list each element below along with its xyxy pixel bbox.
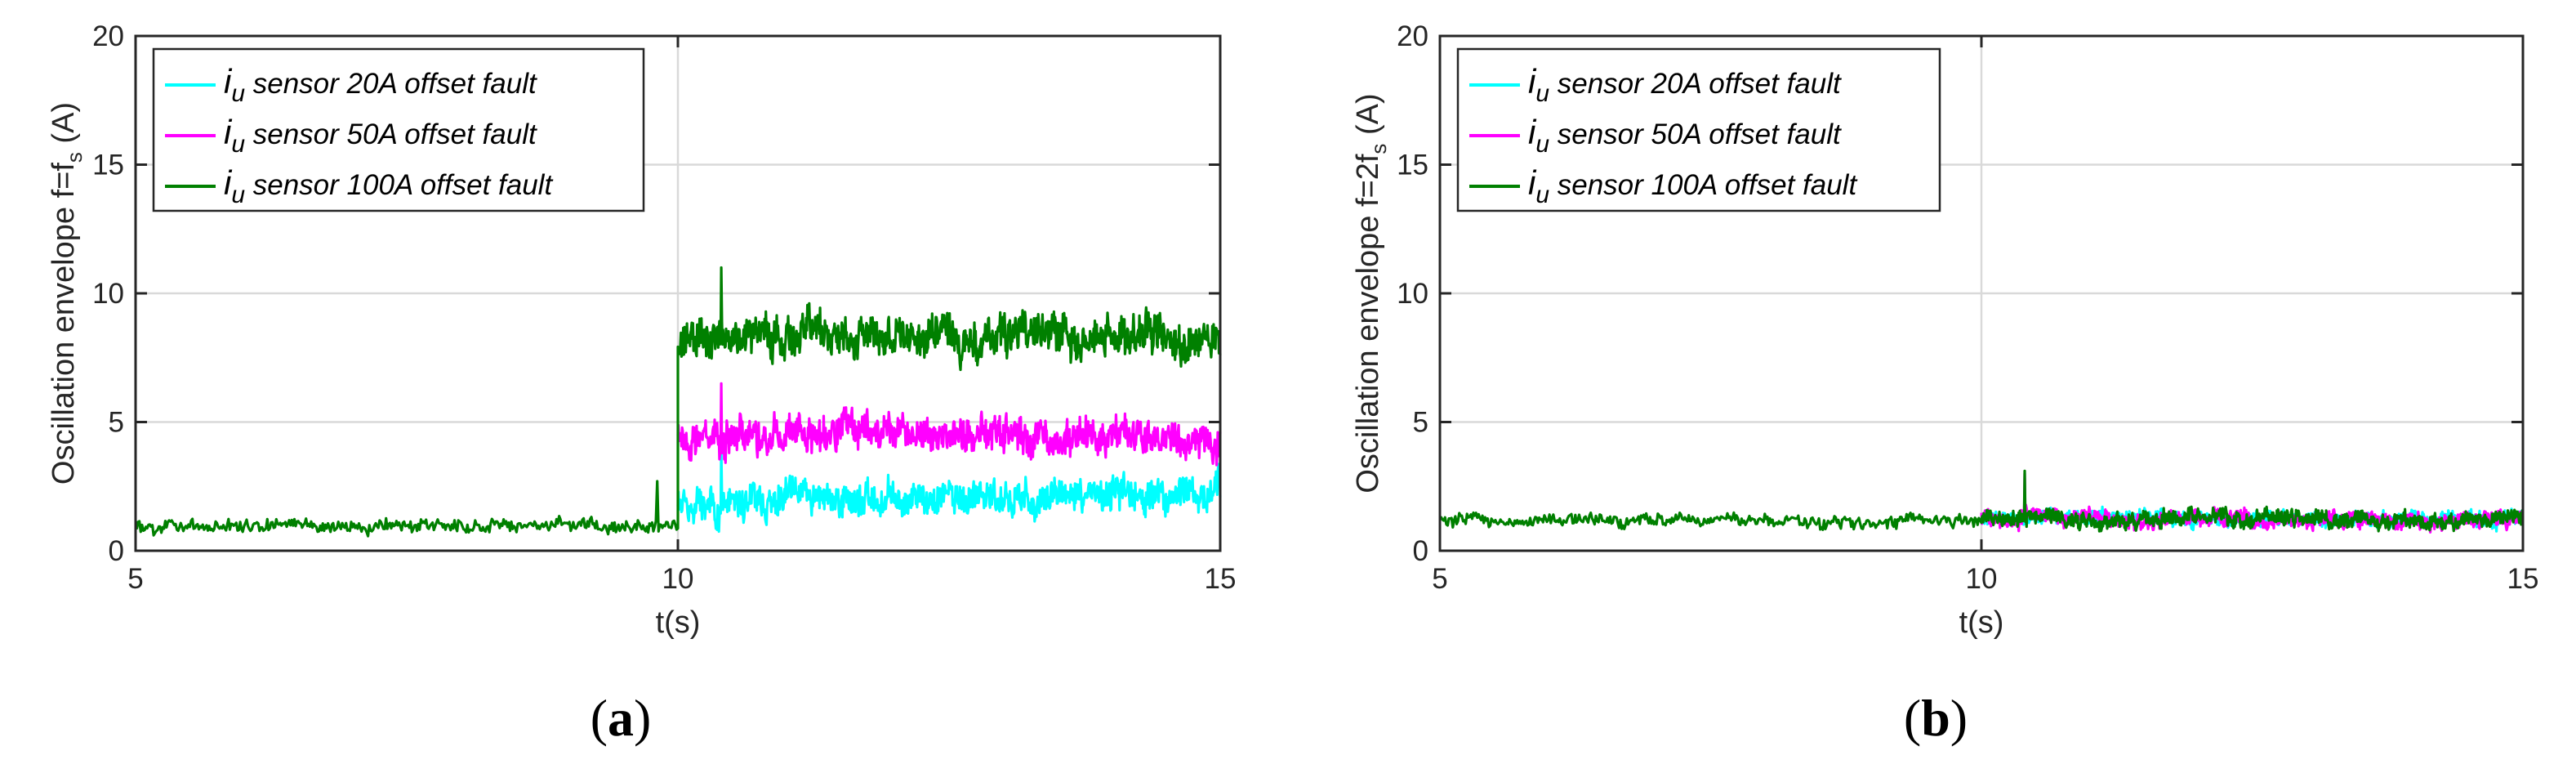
y-tick-label: 20	[1397, 20, 1428, 52]
x-tick-label: 15	[2507, 563, 2539, 595]
x-axis-label: t(s)	[1959, 605, 2004, 640]
legend-label-2: iu sensor 50A offset fault	[1528, 113, 1842, 158]
y-tick-label: 15	[1397, 150, 1428, 181]
series-line-3	[134, 266, 1222, 538]
y-tick-label: 10	[92, 278, 124, 310]
legend-label-3: iu sensor 100A offset fault	[224, 163, 553, 208]
series-line-3	[1439, 469, 2525, 533]
legend: iu sensor 20A offset fault iu sensor 50A …	[152, 47, 645, 212]
panel-caption: (a)	[591, 689, 652, 747]
legend-box	[152, 47, 645, 212]
legend-label-1: iu sensor 20A offset fault	[1528, 62, 1842, 107]
panel-caption: (b)	[1904, 689, 1968, 747]
y-axis-label: Oscillation envelope f=fs (A)	[47, 102, 87, 485]
x-tick-label: 10	[662, 563, 694, 595]
legend-label-2: iu sensor 50A offset fault	[224, 113, 537, 158]
legend: iu sensor 20A offset fault iu sensor 50A …	[1456, 47, 1941, 212]
x-tick-label: 10	[1966, 563, 1998, 595]
y-tick-label: 5	[1413, 407, 1428, 439]
y-tick-label: 10	[1397, 278, 1428, 310]
x-axis-label: t(s)	[656, 605, 701, 640]
legend-box	[1456, 47, 1941, 212]
x-tick-label: 5	[1432, 563, 1447, 595]
legend-label-3: iu sensor 100A offset fault	[1528, 163, 1857, 208]
legend-label-1: iu sensor 20A offset fault	[224, 62, 537, 107]
y-tick-label: 5	[109, 407, 124, 439]
x-tick-label: 5	[127, 563, 143, 595]
y-tick-label: 15	[92, 150, 124, 181]
series-line-2	[676, 382, 1222, 467]
series-line-1	[676, 449, 1222, 534]
y-tick-label: 20	[92, 20, 124, 52]
y-tick-label: 0	[1413, 535, 1428, 567]
x-tick-label: 15	[1205, 563, 1237, 595]
y-axis-label: Oscillation envelope f=2fs (A)	[1351, 93, 1391, 493]
y-tick-label: 0	[109, 535, 124, 567]
